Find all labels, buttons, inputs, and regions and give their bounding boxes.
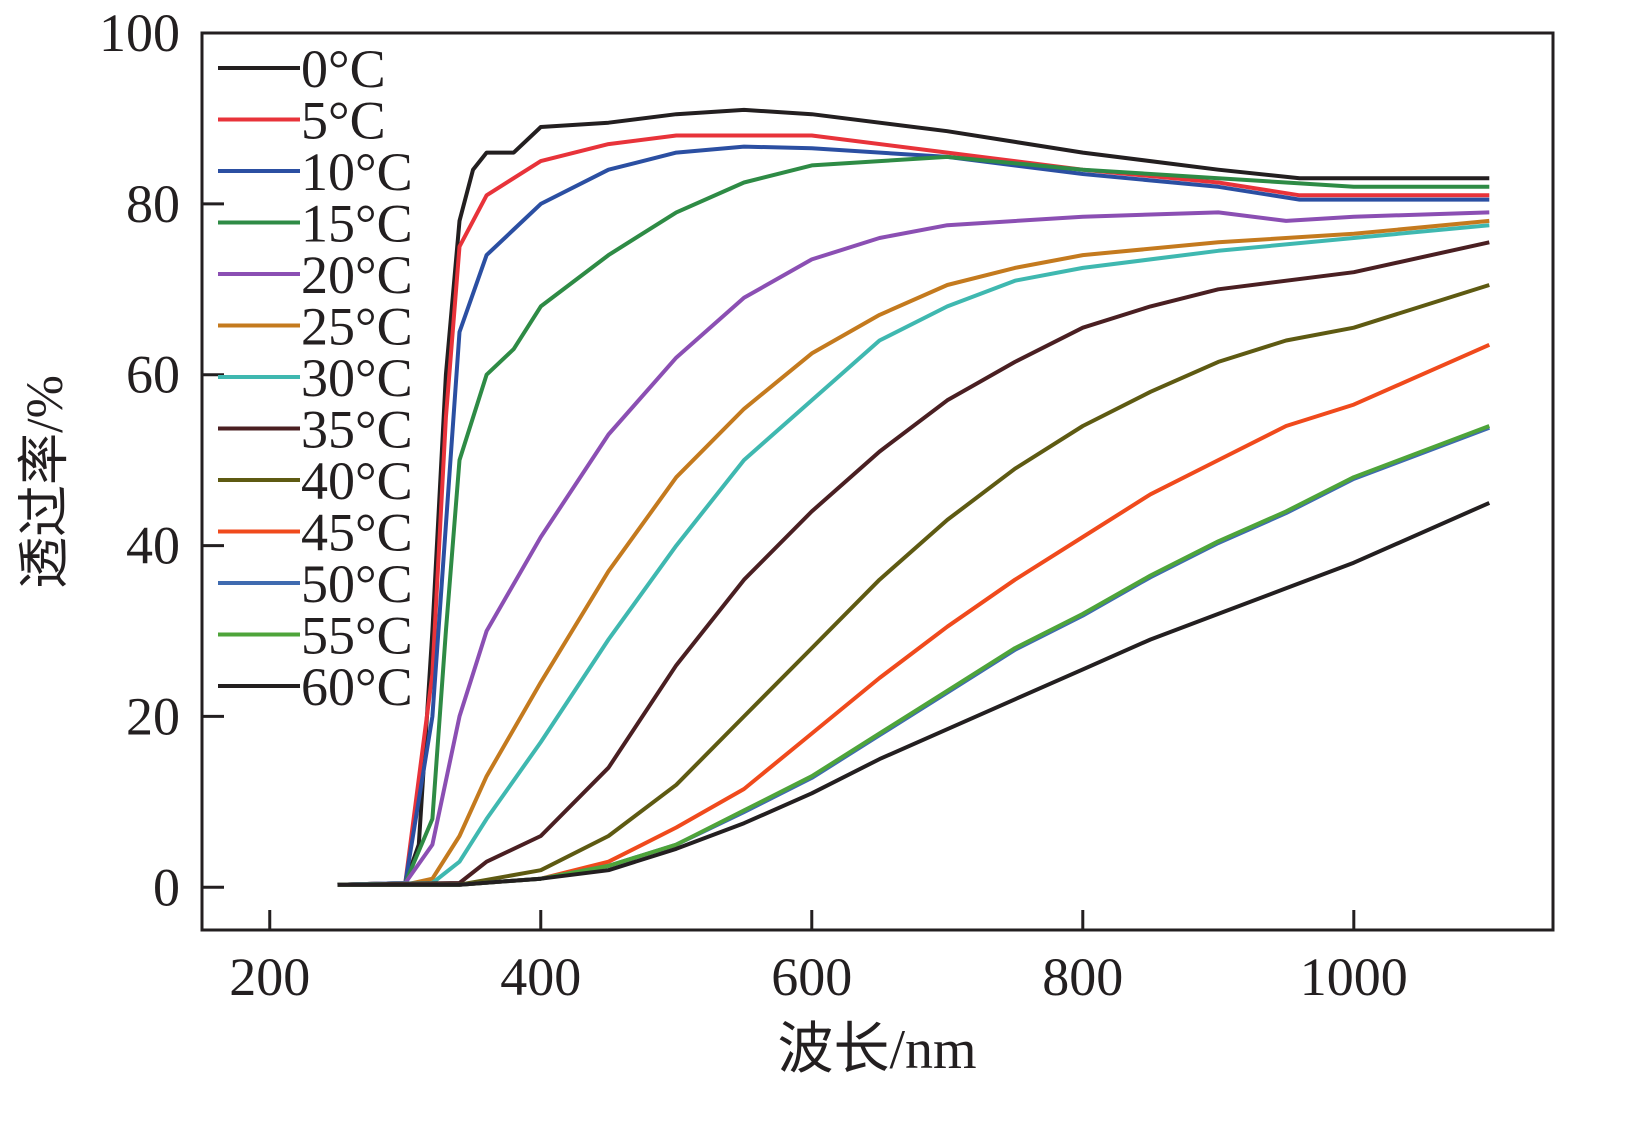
- series-line-30c: [337, 223, 1490, 887]
- legend-label: 50°C: [301, 554, 413, 614]
- legend-label: 45°C: [301, 503, 413, 563]
- y-tick-label: 60: [126, 345, 180, 405]
- series-line-55c: [337, 424, 1491, 887]
- series-lines: [337, 107, 1491, 887]
- x-tick-label: 400: [500, 947, 581, 1007]
- axis-ticks: 200 400 600 800 1000 0 20 40 60 80 100: [99, 3, 1408, 1007]
- series-line-40c: [337, 283, 1490, 887]
- series-line-0c: [337, 107, 1490, 887]
- series-line-25c: [337, 218, 1490, 887]
- x-tick-label: 200: [229, 947, 310, 1007]
- legend-label: 15°C: [301, 194, 413, 254]
- x-tick-label: 600: [771, 947, 852, 1007]
- y-axis-label: 透过率/%: [17, 375, 74, 589]
- legend-label: 60°C: [301, 657, 413, 717]
- legend-label: 20°C: [301, 245, 413, 305]
- y-tick-label: 0: [153, 857, 180, 917]
- legend-label: 40°C: [301, 451, 413, 511]
- series-line-5c: [337, 133, 1490, 887]
- series-line-20c: [337, 210, 1490, 887]
- series-line-35c: [337, 240, 1490, 887]
- y-tick-label: 20: [126, 686, 180, 746]
- legend-label: 55°C: [301, 606, 413, 666]
- series-line-60c: [337, 501, 1491, 887]
- x-axis-label: 波长/nm: [777, 1019, 976, 1081]
- series-line-45c: [337, 342, 1491, 887]
- legend-label: 25°C: [301, 297, 413, 357]
- series-line-10c: [337, 144, 1490, 887]
- legend-label: 5°C: [301, 91, 386, 151]
- plot-frame: [200, 31, 1555, 932]
- legend-label: 35°C: [301, 400, 413, 460]
- y-tick-label: 100: [99, 3, 180, 63]
- y-tick-label: 80: [126, 174, 180, 234]
- x-tick-label: 800: [1042, 947, 1123, 1007]
- legend-label: 10°C: [301, 142, 413, 202]
- legend-label: 30°C: [301, 348, 413, 408]
- legend: 0°C5°C10°C15°C20°C25°C30°C35°C40°C45°C50…: [218, 39, 413, 717]
- x-tick-label: 1000: [1300, 947, 1408, 1007]
- y-tick-label: 40: [126, 516, 180, 576]
- legend-label: 0°C: [301, 39, 386, 99]
- series-line-15c: [337, 154, 1490, 887]
